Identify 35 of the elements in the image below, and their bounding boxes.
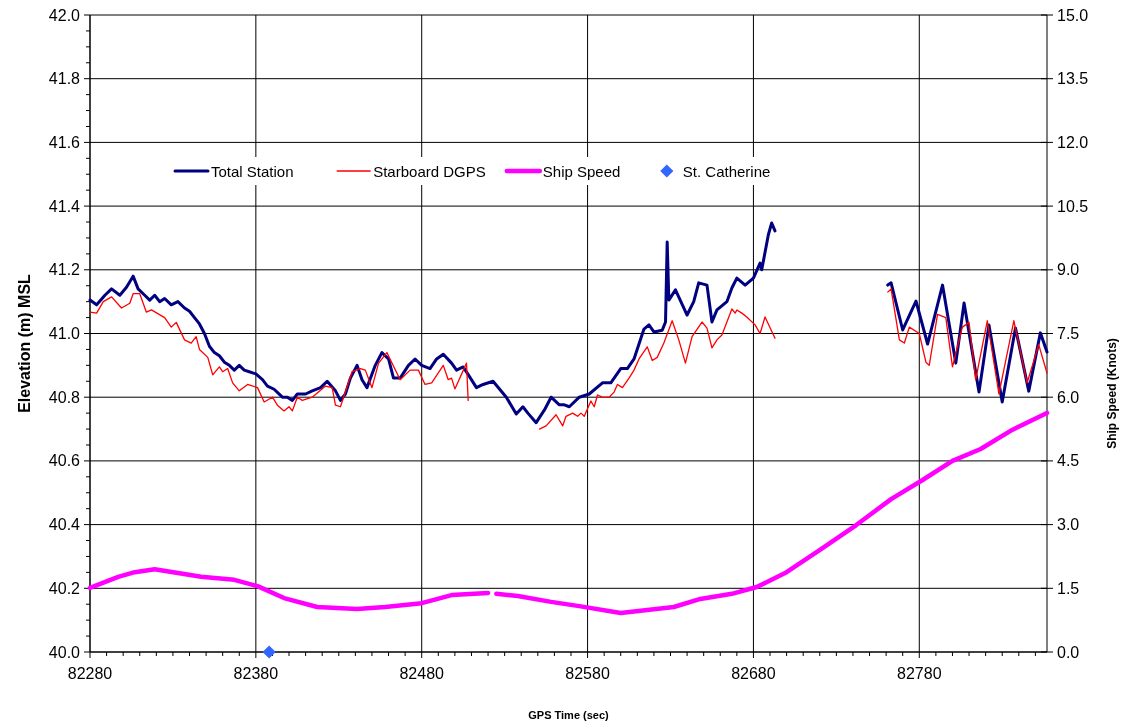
legend-label: Starboard DGPS xyxy=(373,162,486,180)
y2-axis-title: Ship Speed (Knots) xyxy=(1105,338,1119,449)
y-tick-label: 40.4 xyxy=(48,516,81,534)
y2-tick-label: 7.5 xyxy=(1057,325,1080,342)
y-tick-label: 40.6 xyxy=(48,452,81,470)
x-axis-title: GPS Time (sec) xyxy=(528,709,610,721)
y2-tick-label: 10.5 xyxy=(1057,197,1089,215)
y2-tick-label: 4.5 xyxy=(1057,452,1080,470)
legend-label: Ship Speed xyxy=(542,162,621,180)
x-tick-label: 82280 xyxy=(67,665,113,682)
y2-tick-label: 12.0 xyxy=(1057,133,1089,151)
y-tick-label: 40.8 xyxy=(48,388,81,406)
y-tick-label: 41.6 xyxy=(48,133,81,151)
y2-tick-label: 13.5 xyxy=(1057,70,1089,88)
y-tick-label: 40.0 xyxy=(48,643,81,661)
y2-tick-label: 15.0 xyxy=(1057,6,1089,24)
y-tick-label: 41.2 xyxy=(48,261,81,279)
y2-tick-label: 3.0 xyxy=(1057,516,1080,534)
x-tick-label: 82380 xyxy=(233,665,279,682)
y2-tick-label: 6.0 xyxy=(1057,388,1080,406)
x-tick-label: 82680 xyxy=(731,665,776,682)
y2-tick-label: 9.0 xyxy=(1057,261,1080,279)
x-tick-label: 82780 xyxy=(897,665,942,682)
y-tick-label: 40.2 xyxy=(48,579,81,597)
y-tick-label: 42.0 xyxy=(48,6,81,24)
y2-tick-label: 1.5 xyxy=(1057,579,1080,597)
legend-label: Total Station xyxy=(211,162,294,180)
y-tick-label: 41.8 xyxy=(48,70,81,88)
y2-tick-label: 0.0 xyxy=(1057,643,1080,661)
x-tick-label: 82480 xyxy=(399,665,445,682)
x-tick-label: 82580 xyxy=(565,665,610,682)
y-tick-label: 41.4 xyxy=(48,197,81,215)
y-axis-title: Elevation (m) MSL xyxy=(16,273,33,413)
y-tick-label: 41.0 xyxy=(48,325,81,342)
legend-label: St. Catherine xyxy=(682,162,771,180)
